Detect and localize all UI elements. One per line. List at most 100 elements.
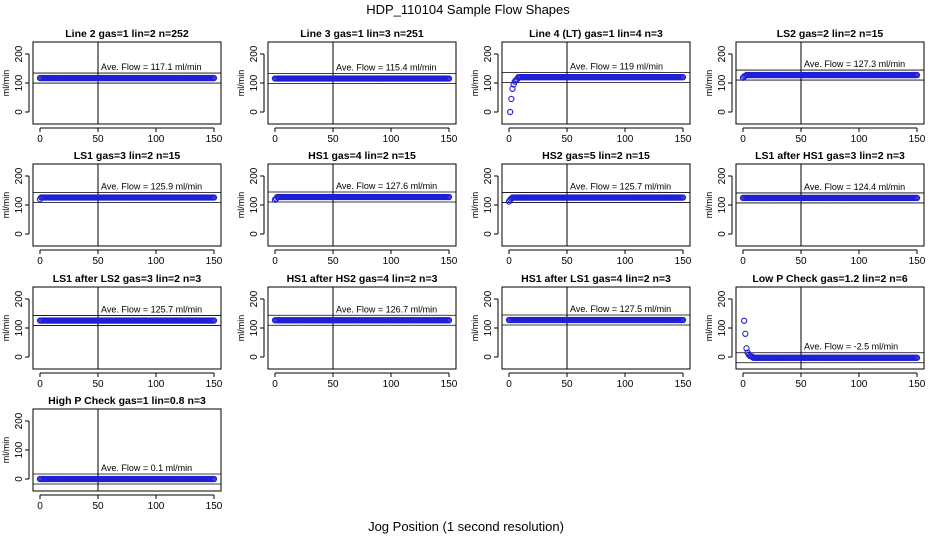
x-tick-label: 50 (795, 379, 807, 390)
average-flow-annotation: Ave. Flow = 115.4 ml/min (336, 63, 436, 73)
data-point (913, 194, 921, 202)
y-tick-label: 0 (717, 231, 728, 237)
x-tick-label: 50 (795, 256, 807, 267)
plot-frame (735, 41, 925, 125)
x-tick-label: 150 (206, 501, 223, 512)
plot-frame (501, 163, 691, 247)
panel-title: LS1 gas=3 lin=2 n=15 (74, 150, 181, 162)
plot-frame (32, 163, 222, 247)
y-axis-label: ml/min (704, 315, 714, 342)
x-tick-label: 50 (92, 501, 104, 512)
x-tick-label: 150 (909, 134, 926, 145)
average-flow-annotation: Ave. Flow = 125.7 ml/min (101, 305, 202, 315)
average-flow-annotation: Ave. Flow = 119 ml/min (570, 61, 663, 71)
data-point (913, 354, 921, 361)
average-flow-annotation: Ave. Flow = 127.5 ml/min (570, 304, 671, 314)
y-axis-label: ml/min (236, 70, 246, 97)
panel-7: HS2 gas=5 lin=2 n=15 0 50 100 150 0 100 200ml/m… (470, 150, 692, 267)
x-tick-label: 150 (675, 134, 692, 145)
x-tick-label: 150 (206, 256, 223, 267)
x-tick-label: 150 (206, 379, 223, 390)
x-tick-label: 50 (327, 134, 339, 145)
y-tick-label: 200 (483, 290, 494, 307)
x-axis-label: Jog Position (1 second resolution) (368, 519, 564, 534)
y-tick-label: 200 (483, 45, 494, 62)
data-point (743, 345, 750, 352)
y-tick-label: 100 (249, 319, 260, 336)
data-point (445, 75, 453, 82)
x-tick-label: 150 (675, 379, 692, 390)
x-tick-label: 0 (272, 134, 278, 145)
y-axis-label: ml/min (236, 192, 246, 219)
y-tick-label: 0 (249, 231, 260, 237)
x-tick-label: 100 (617, 379, 634, 390)
data-point (509, 85, 516, 92)
y-tick-label: 200 (14, 45, 25, 62)
x-tick-label: 100 (851, 134, 868, 145)
panel-6: HS1 gas=4 lin=2 n=15 0 50 100 150 0 100 200ml/m… (236, 150, 458, 267)
y-axis-label: ml/min (704, 192, 714, 219)
y-tick-label: 100 (483, 74, 494, 91)
panel-title: LS2 gas=2 lin=2 n=15 (777, 28, 884, 40)
panel-9: LS1 after LS2 gas=3 lin=2 n=3 0 50 100 150 0 1… (1, 273, 223, 390)
plot-frame (32, 408, 222, 492)
y-axis-label: ml/min (470, 70, 480, 97)
x-tick-label: 0 (740, 134, 746, 145)
panel-12: Low P Check gas=1.2 lin=2 n=6 0 50 100 150 0 1… (704, 273, 926, 390)
x-tick-label: 150 (206, 134, 223, 145)
x-tick-label: 0 (740, 379, 746, 390)
average-flow-annotation: Ave. Flow = 126.7 ml/min (336, 304, 437, 314)
x-tick-label: 50 (561, 379, 573, 390)
data-point (210, 317, 218, 324)
x-tick-label: 50 (795, 134, 807, 145)
x-tick-label: 100 (383, 134, 400, 145)
y-tick-label: 100 (717, 196, 728, 213)
panel-title: HS2 gas=5 lin=2 n=15 (542, 150, 650, 162)
y-axis-label: ml/min (470, 315, 480, 342)
x-tick-label: 0 (37, 501, 43, 512)
data-point (507, 108, 514, 116)
x-tick-label: 150 (909, 379, 926, 390)
x-tick-label: 150 (909, 256, 926, 267)
panel-title: High P Check gas=1 lin=0.8 n=3 (48, 395, 206, 407)
data-point (741, 317, 748, 324)
x-tick-label: 100 (148, 379, 165, 390)
y-tick-label: 100 (483, 196, 494, 213)
panel-title: Low P Check gas=1.2 lin=2 n=6 (752, 273, 907, 285)
y-tick-label: 100 (14, 319, 25, 336)
y-tick-label: 0 (483, 109, 494, 115)
plot-frame (501, 41, 691, 125)
average-flow-annotation: Ave. Flow = 125.9 ml/min (101, 181, 202, 191)
x-tick-label: 0 (37, 134, 43, 145)
x-tick-label: 0 (740, 256, 746, 267)
y-tick-label: 200 (14, 167, 25, 184)
x-tick-label: 0 (37, 256, 43, 267)
x-tick-label: 150 (441, 256, 458, 267)
x-tick-label: 150 (441, 134, 458, 145)
y-tick-label: 0 (717, 109, 728, 115)
average-flow-annotation: Ave. Flow = 124.4 ml/min (804, 182, 905, 192)
y-tick-label: 100 (717, 319, 728, 336)
panel-11: HS1 after LS1 gas=4 lin=2 n=3 0 50 100 150 0 1… (470, 273, 692, 390)
x-tick-label: 100 (617, 134, 634, 145)
y-tick-label: 200 (717, 167, 728, 184)
panel-2: Line 3 gas=1 lin=3 n=251 0 50 100 150 0 100 200… (236, 28, 458, 145)
plot-frame (267, 41, 457, 125)
y-tick-label: 200 (249, 45, 260, 62)
x-tick-label: 50 (92, 379, 104, 390)
y-tick-label: 0 (249, 109, 260, 115)
plot-frame (267, 286, 457, 370)
x-tick-label: 100 (383, 256, 400, 267)
y-tick-label: 100 (717, 74, 728, 91)
panel-title: Line 4 (LT) gas=1 lin=4 n=3 (529, 28, 663, 40)
y-tick-label: 0 (14, 476, 25, 482)
data-point (445, 193, 453, 201)
y-axis-label: ml/min (470, 192, 480, 219)
panel-10: HS1 after HS2 gas=4 lin=2 n=3 0 50 100 150 0 1… (236, 273, 458, 390)
x-tick-label: 100 (851, 379, 868, 390)
panel-4: LS2 gas=2 lin=2 n=15 0 50 100 150 0 100 200ml/m… (704, 28, 926, 145)
y-axis-label: ml/min (1, 70, 11, 97)
data-point (913, 71, 921, 79)
x-tick-label: 50 (327, 256, 339, 267)
